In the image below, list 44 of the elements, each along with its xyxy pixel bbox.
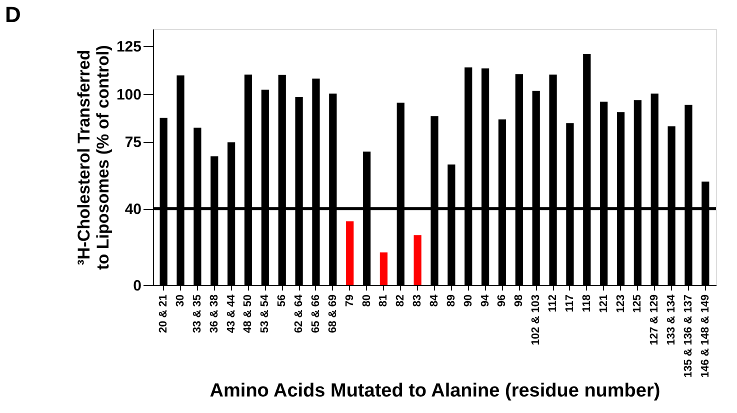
- x-tick-label: 43 & 44: [225, 294, 238, 334]
- y-tick-label: 125: [116, 38, 142, 56]
- x-tick-label: 96: [496, 294, 508, 307]
- x-tick-label: 83: [412, 294, 424, 307]
- x-tick-label: 36 & 38: [208, 294, 220, 334]
- y-tick-label: 40: [124, 201, 142, 218]
- x-tick-label: 79: [344, 294, 356, 307]
- x-tick-label: 121: [598, 294, 610, 313]
- x-tick-label: 133 & 134: [666, 294, 678, 346]
- x-tick-label: 20 & 21: [158, 294, 170, 334]
- bar: [346, 221, 354, 285]
- x-tick-label: 94: [479, 294, 492, 307]
- chart-title: D: [4, 2, 21, 27]
- x-tick-label: 81: [378, 294, 390, 307]
- x-tick-label: 53 & 54: [259, 294, 272, 334]
- x-tick-label: 117: [564, 294, 576, 312]
- x-tick-label: 112: [547, 294, 560, 312]
- x-tick-label: 82: [394, 294, 407, 307]
- y-tick-label: 0: [133, 278, 142, 294]
- x-tick-label: 98: [513, 294, 526, 307]
- bar: [414, 235, 422, 285]
- x-tick-label: 90: [462, 294, 474, 307]
- x-tick-label: 102 & 103: [530, 294, 542, 346]
- x-tick-label: 84: [428, 294, 440, 307]
- x-tick-label: 65 & 66: [310, 294, 322, 334]
- x-tick-label: 33 & 35: [191, 294, 204, 334]
- bar: [380, 252, 388, 285]
- x-axis-title: Amino Acids Mutated to Alanine (residue number): [210, 380, 660, 402]
- x-tick-label: 135 & 136 & 137: [682, 294, 694, 378]
- y-axis-title: ³H-Cholesterol Transferred to Liposomes (% of control): [74, 45, 112, 270]
- y-tick-label: 75: [124, 134, 142, 152]
- x-tick-label: 89: [445, 294, 458, 307]
- x-tick-label: 123: [614, 294, 627, 313]
- x-tick-label: 30: [174, 294, 187, 307]
- y-tick-label: 100: [116, 86, 142, 104]
- x-tick-label: 127 & 129: [648, 294, 661, 346]
- x-tick-label: 125: [632, 294, 644, 313]
- x-tick-label: 68 & 69: [326, 294, 339, 334]
- x-tick-label: 146 & 148 & 149: [699, 294, 712, 378]
- x-tick-label: 118: [580, 294, 593, 312]
- x-tick-label: 48 & 50: [242, 294, 254, 334]
- x-tick-label: 80: [360, 294, 373, 307]
- x-tick-label: 56: [276, 294, 288, 307]
- x-tick-label: 62 & 64: [293, 294, 306, 334]
